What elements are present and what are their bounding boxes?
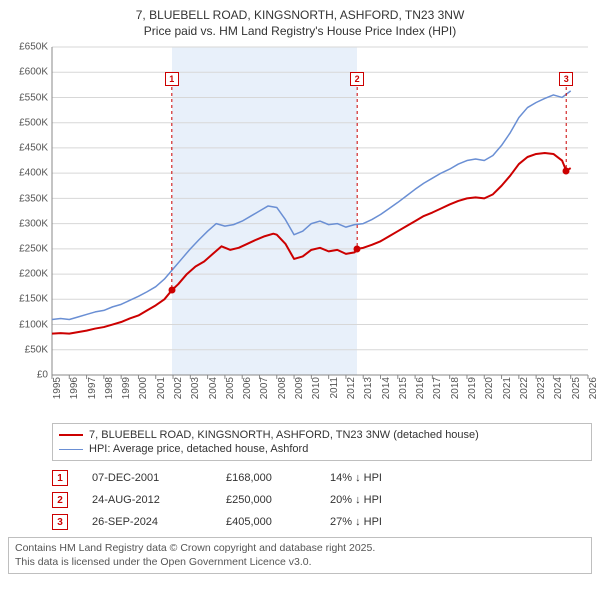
title-line2: Price paid vs. HM Land Registry's House … xyxy=(10,24,590,40)
x-tick-label: 2023 xyxy=(536,377,547,399)
x-tick-label: 2019 xyxy=(467,377,478,399)
legend-item: HPI: Average price, detached house, Ashf… xyxy=(59,442,585,456)
x-tick-label: 2002 xyxy=(173,377,184,399)
x-tick-label: 2009 xyxy=(294,377,305,399)
x-tick-label: 2017 xyxy=(432,377,443,399)
legend: 7, BLUEBELL ROAD, KINGSNORTH, ASHFORD, T… xyxy=(52,423,592,461)
y-tick-label: £50K xyxy=(25,344,48,355)
legend-label: 7, BLUEBELL ROAD, KINGSNORTH, ASHFORD, T… xyxy=(89,429,479,441)
sale-marker-2: 2 xyxy=(350,72,364,86)
sale-marker-icon: 1 xyxy=(52,470,68,486)
sales-table: 1 07-DEC-2001 £168,000 14% ↓ HPI 2 24-AUG-201… xyxy=(52,467,592,533)
x-tick-label: 2003 xyxy=(190,377,201,399)
x-tick-label: 2008 xyxy=(277,377,288,399)
x-tick-label: 2015 xyxy=(398,377,409,399)
sale-row: 3 26-SEP-2024 £405,000 27% ↓ HPI xyxy=(52,511,592,533)
x-tick-label: 2013 xyxy=(363,377,374,399)
sale-dot-1 xyxy=(168,287,175,294)
x-tick-label: 2011 xyxy=(329,377,340,399)
sale-date: 07-DEC-2001 xyxy=(92,472,202,484)
y-tick-label: £400K xyxy=(19,168,48,179)
x-tick-label: 2024 xyxy=(553,377,564,399)
x-tick-label: 2004 xyxy=(208,377,219,399)
x-tick-label: 2021 xyxy=(502,377,513,399)
y-tick-label: £200K xyxy=(19,269,48,280)
x-tick-label: 1996 xyxy=(69,377,80,399)
x-tick-label: 1999 xyxy=(121,377,132,399)
x-axis: 1995 1996 1997 1998 1999 2000 2001 2002 2003 2004… xyxy=(52,375,588,417)
x-tick-label: 2005 xyxy=(225,377,236,399)
sale-price: £168,000 xyxy=(226,472,306,484)
attribution: Contains HM Land Registry data © Crown c… xyxy=(8,537,592,574)
x-tick-label: 2012 xyxy=(346,377,357,399)
legend-label: HPI: Average price, detached house, Ashf… xyxy=(89,443,308,455)
title-line1: 7, BLUEBELL ROAD, KINGSNORTH, ASHFORD, T… xyxy=(10,8,590,24)
y-tick-label: £300K xyxy=(19,218,48,229)
sale-dot-3 xyxy=(563,167,570,174)
x-tick-label: 2026 xyxy=(588,377,599,399)
y-tick-label: £250K xyxy=(19,244,48,255)
x-tick-label: 2010 xyxy=(311,377,322,399)
sale-delta: 14% ↓ HPI xyxy=(330,472,420,484)
sale-row: 2 24-AUG-2012 £250,000 20% ↓ HPI xyxy=(52,489,592,511)
x-tick-label: 2022 xyxy=(519,377,530,399)
sale-dot-2 xyxy=(354,246,361,253)
sale-marker-icon: 2 xyxy=(52,492,68,508)
sale-marker-3: 3 xyxy=(559,72,573,86)
x-tick-label: 2025 xyxy=(571,377,582,399)
legend-item: 7, BLUEBELL ROAD, KINGSNORTH, ASHFORD, T… xyxy=(59,428,585,442)
y-tick-label: £0 xyxy=(37,370,48,381)
sale-date: 26-SEP-2024 xyxy=(92,516,202,528)
y-tick-label: £350K xyxy=(19,193,48,204)
series-hpi xyxy=(52,91,571,320)
y-tick-label: £150K xyxy=(19,294,48,305)
x-tick-label: 2000 xyxy=(138,377,149,399)
plot-svg xyxy=(52,47,588,375)
chart-area: £0 £50K £100K £150K £200K £250K £300K £350K £400… xyxy=(8,47,592,417)
y-axis: £0£50K£100K£150K£200K£250K£300K£350K£400… xyxy=(8,47,52,375)
legend-swatch xyxy=(59,449,83,450)
x-tick-label: 2001 xyxy=(156,377,167,399)
sale-marker-1: 1 xyxy=(165,72,179,86)
sale-row: 1 07-DEC-2001 £168,000 14% ↓ HPI xyxy=(52,467,592,489)
plot-region: 1 2 3 xyxy=(52,47,588,375)
x-tick-label: 1998 xyxy=(104,377,115,399)
x-tick-label: 1997 xyxy=(87,377,98,399)
chart-title: 7, BLUEBELL ROAD, KINGSNORTH, ASHFORD, T… xyxy=(0,0,600,43)
attribution-line2: This data is licensed under the Open Gov… xyxy=(15,556,585,570)
y-tick-label: £650K xyxy=(19,42,48,53)
x-tick-label: 2020 xyxy=(484,377,495,399)
x-tick-label: 2016 xyxy=(415,377,426,399)
sale-marker-icon: 3 xyxy=(52,514,68,530)
sale-price: £405,000 xyxy=(226,516,306,528)
x-tick-label: 2007 xyxy=(259,377,270,399)
sale-delta: 20% ↓ HPI xyxy=(330,494,420,506)
attribution-line1: Contains HM Land Registry data © Crown c… xyxy=(15,542,585,556)
y-tick-label: £500K xyxy=(19,117,48,128)
legend-swatch xyxy=(59,434,83,436)
y-tick-label: £550K xyxy=(19,92,48,103)
x-tick-label: 2006 xyxy=(242,377,253,399)
sale-price: £250,000 xyxy=(226,494,306,506)
sale-date: 24-AUG-2012 xyxy=(92,494,202,506)
x-tick-label: 2018 xyxy=(450,377,461,399)
series-price_paid xyxy=(52,153,571,334)
y-tick-label: £450K xyxy=(19,143,48,154)
y-tick-label: £600K xyxy=(19,67,48,78)
sale-delta: 27% ↓ HPI xyxy=(330,516,420,528)
x-tick-label: 2014 xyxy=(381,377,392,399)
y-tick-label: £100K xyxy=(19,319,48,330)
x-tick-label: 1995 xyxy=(52,377,63,399)
